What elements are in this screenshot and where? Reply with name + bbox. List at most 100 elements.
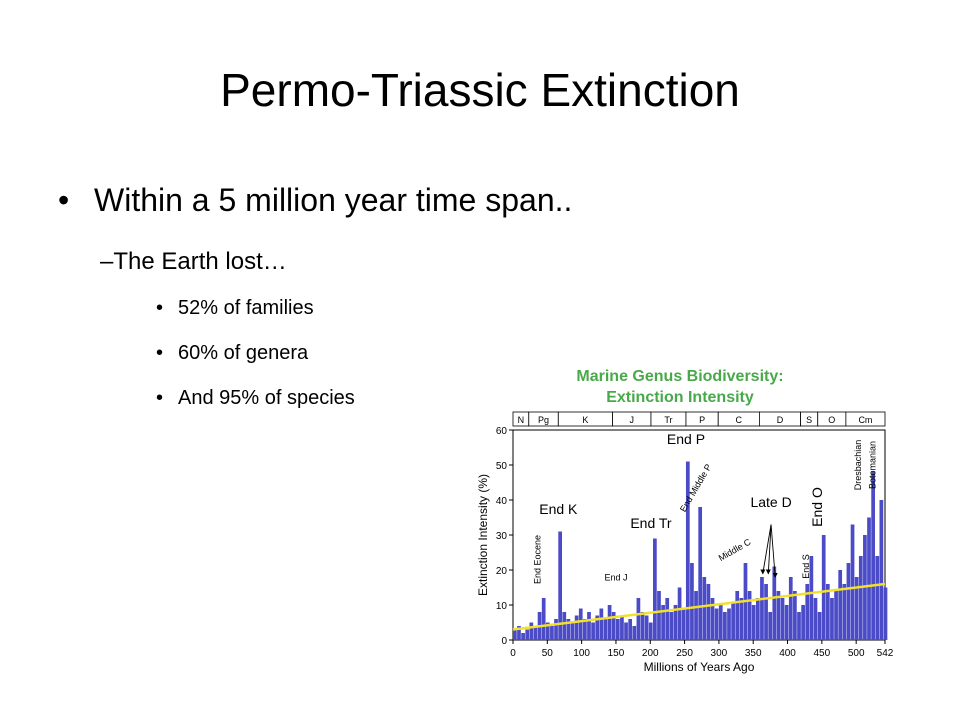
bar — [632, 626, 637, 640]
bar — [788, 577, 793, 640]
bar — [875, 556, 880, 640]
bullet-glyph: • — [156, 387, 164, 409]
bar — [805, 584, 810, 640]
period-label: Pg — [538, 415, 549, 425]
bar — [657, 591, 661, 640]
sub-bullet-text: 60% of genera — [178, 342, 309, 364]
bar — [735, 591, 740, 640]
y-tick-label: 60 — [496, 426, 508, 437]
y-tick-label: 10 — [496, 601, 508, 612]
bar — [681, 608, 686, 640]
annotation-label: Late D — [750, 494, 791, 510]
period-label: J — [629, 415, 634, 425]
bullet-glyph: • — [58, 182, 70, 218]
x-tick-label: 300 — [711, 648, 728, 659]
period-label: D — [777, 415, 784, 425]
x-tick-label: 0 — [510, 648, 516, 659]
bar — [714, 608, 719, 640]
bar — [723, 612, 727, 640]
y-tick-label: 20 — [496, 566, 508, 577]
bar — [583, 619, 587, 640]
bar — [574, 615, 579, 640]
bullet-level-2: –The Earth lost… — [100, 248, 287, 275]
trend-line — [512, 582, 886, 631]
bar — [731, 601, 735, 640]
bar — [624, 622, 628, 640]
annotation-label: Dresbachian — [853, 440, 863, 491]
bar — [813, 598, 818, 640]
bar — [591, 622, 595, 640]
bar — [718, 605, 723, 640]
bar — [834, 591, 838, 640]
y-tick-label: 50 — [496, 461, 508, 472]
y-tick-label: 0 — [501, 636, 507, 647]
bar — [702, 577, 707, 640]
chart-title-line-2: Extinction Intensity — [606, 389, 754, 406]
bar — [809, 556, 814, 640]
bar — [871, 472, 875, 640]
bar — [780, 598, 785, 640]
chart-title-line-1: Marine Genus Biodiversity: — [576, 368, 783, 385]
annotation-label: End O — [809, 487, 825, 527]
bar — [578, 608, 583, 640]
bar — [690, 563, 694, 640]
extinction-intensity-chart: Marine Genus Biodiversity: Extinction In… — [476, 368, 894, 674]
x-tick-label: 200 — [642, 648, 659, 659]
bar — [513, 629, 517, 640]
y-tick-label: 40 — [496, 496, 508, 507]
period-label: N — [518, 415, 525, 425]
annotation-label: End P — [667, 431, 705, 447]
period-cell — [845, 411, 886, 427]
bar — [760, 577, 764, 640]
bar — [628, 619, 633, 640]
bar — [747, 591, 752, 640]
bar — [867, 517, 871, 640]
bar — [611, 612, 616, 640]
bullet-glyph: • — [156, 297, 164, 319]
bar — [751, 605, 756, 640]
period-label: C — [736, 415, 743, 425]
bar — [644, 615, 649, 640]
bar — [694, 591, 698, 640]
bar — [784, 605, 789, 640]
bar — [541, 598, 546, 640]
period-label: K — [582, 415, 588, 425]
sub-bullet-text: And 95% of species — [178, 387, 355, 409]
bar — [755, 598, 760, 640]
x-tick-label: 400 — [779, 648, 796, 659]
bar — [587, 612, 591, 640]
annotation-label: End S — [801, 554, 811, 579]
bar — [533, 626, 538, 640]
bar — [850, 524, 855, 640]
x-tick-label: 100 — [573, 648, 590, 659]
annotation-arrow — [770, 524, 776, 578]
bar — [562, 612, 567, 640]
bullet-glyph: • — [156, 342, 164, 364]
bullet-text: Within a 5 million year time span.. — [94, 182, 573, 218]
bar — [776, 591, 781, 640]
y-axis-label: Extinction Intensity (%) — [476, 474, 490, 596]
annotation-label: End Eocene — [532, 535, 542, 584]
bar — [817, 612, 822, 640]
bar — [883, 587, 888, 640]
bar — [566, 619, 571, 640]
period-label: Tr — [664, 415, 672, 425]
bar — [665, 598, 670, 640]
x-tick-label: 150 — [608, 648, 625, 659]
bar — [636, 598, 641, 640]
bar — [521, 633, 525, 640]
sub-bullet-text: 52% of families — [178, 297, 314, 319]
bar — [669, 612, 674, 640]
bar — [858, 556, 863, 640]
plot-area: N Pg K J Tr P C D S O Cm 0 10 20 30 40 50 60 0 50 100 150 200 2… — [476, 411, 894, 674]
bar — [595, 615, 600, 640]
x-tick-label: 450 — [814, 648, 831, 659]
annotation-arrow — [762, 524, 772, 574]
arrow-head — [760, 569, 766, 575]
bar — [615, 619, 620, 640]
bar — [698, 507, 703, 640]
bar — [558, 531, 563, 640]
annotation-label: End K — [539, 501, 578, 517]
bar — [661, 605, 665, 640]
bar — [603, 619, 608, 640]
